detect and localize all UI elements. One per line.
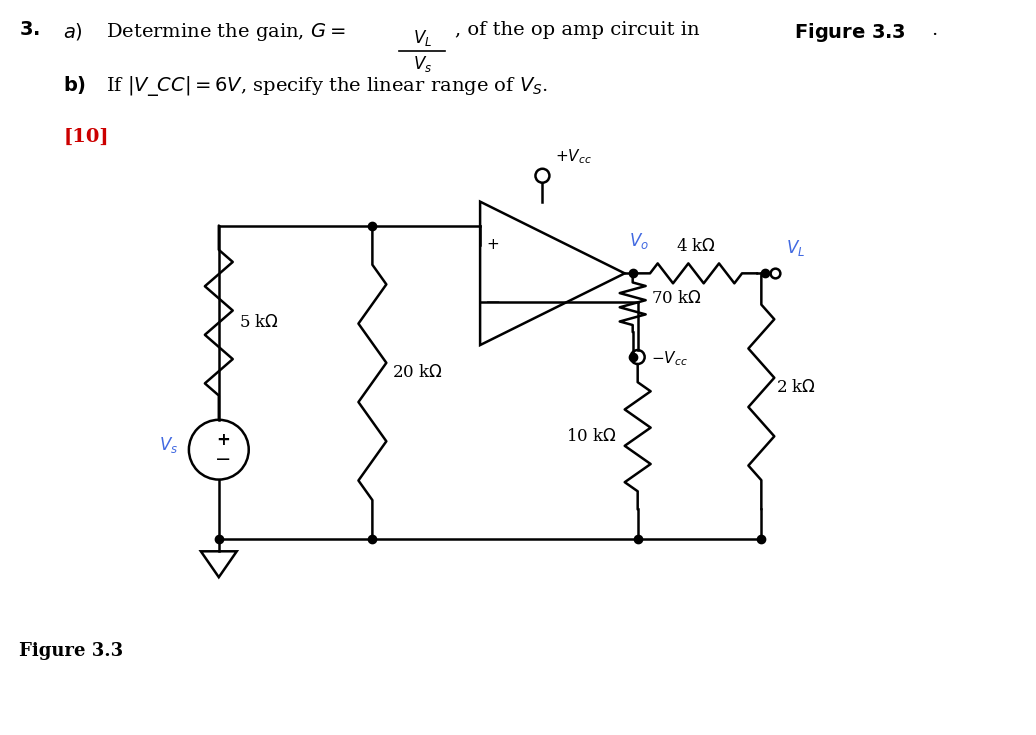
Text: −: − [214, 450, 231, 469]
Text: $V_L$: $V_L$ [412, 28, 432, 49]
Text: +: + [215, 431, 230, 449]
Text: If $|V\_CC| = 6V$, specify the linear range of $V_S$.: If $|V\_CC| = 6V$, specify the linear ra… [106, 74, 548, 98]
Text: 10 k$\Omega$: 10 k$\Omega$ [566, 429, 616, 445]
Text: $\mathit{a)}$: $\mathit{a)}$ [63, 21, 83, 43]
Text: $\mathbf{3.}$: $\mathbf{3.}$ [20, 21, 40, 39]
Text: $V_o$: $V_o$ [629, 232, 649, 251]
Text: $-V_{cc}$: $-V_{cc}$ [651, 350, 688, 368]
Text: $V_s$: $V_s$ [160, 434, 178, 455]
Text: $+V_{cc}$: $+V_{cc}$ [555, 147, 593, 166]
Text: +: + [487, 237, 499, 252]
Text: $\mathbf{b)}$: $\mathbf{b)}$ [63, 74, 86, 96]
Text: 20 k$\Omega$: 20 k$\Omega$ [393, 364, 443, 381]
Text: Figure 3.3: Figure 3.3 [20, 642, 123, 660]
Text: 4 k$\Omega$: 4 k$\Omega$ [677, 238, 716, 256]
Text: 5 k$\Omega$: 5 k$\Omega$ [238, 314, 279, 331]
Text: 70 k$\Omega$: 70 k$\Omega$ [651, 290, 701, 307]
Text: −: − [485, 293, 501, 312]
Text: $\mathbf{Figure\ 3.3}$: $\mathbf{Figure\ 3.3}$ [795, 21, 906, 44]
Text: $V_s$: $V_s$ [412, 54, 432, 74]
Text: .: . [931, 21, 938, 39]
Text: [10]: [10] [63, 128, 109, 146]
Text: 2 k$\Omega$: 2 k$\Omega$ [776, 379, 816, 396]
Text: $V_L$: $V_L$ [786, 238, 805, 259]
Text: Determine the gain, $G =$: Determine the gain, $G =$ [106, 21, 346, 43]
Text: , of the op amp circuit in: , of the op amp circuit in [455, 21, 699, 39]
